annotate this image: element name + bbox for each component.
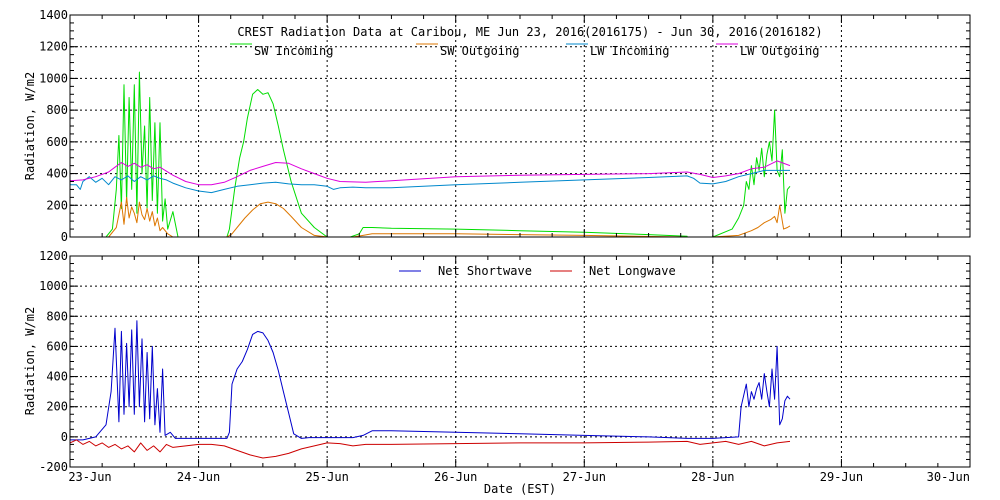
x-tick-label: 29-Jun bbox=[820, 470, 863, 484]
series-line-lw-outgoing bbox=[69, 160, 791, 186]
bottom-series-layer bbox=[69, 320, 791, 459]
bottom-ticks bbox=[69, 255, 971, 468]
y-tick-label: 400 bbox=[46, 167, 68, 181]
y-tick-label: 0 bbox=[61, 230, 68, 244]
legend-label-net-longwave: Net Longwave bbox=[589, 264, 676, 278]
top-y-tick-labels: 0 200 400 600 800 1000 1200 1400 bbox=[39, 8, 68, 244]
y-tick-label: 800 bbox=[46, 309, 68, 323]
y-tick-label: 0 bbox=[61, 430, 68, 444]
bottom-panel: -200 0 200 400 600 800 1000 1200 23-Jun 24-Jun 25… bbox=[23, 249, 971, 496]
y-tick-label: 1000 bbox=[39, 71, 68, 85]
y-tick-label: 800 bbox=[46, 103, 68, 117]
top-grid bbox=[70, 15, 970, 237]
x-tick-label: 26-Jun bbox=[434, 470, 477, 484]
x-tick-label: 23-Jun bbox=[68, 470, 111, 484]
series-line-lw-incoming bbox=[70, 169, 790, 194]
legend-label-sw-incoming: SW Incoming bbox=[254, 44, 333, 58]
y-tick-label: 600 bbox=[46, 135, 68, 149]
top-legend: SW Incoming SW Outgoing LW Incoming LW O… bbox=[230, 43, 819, 58]
legend-label-lw-incoming: LW Incoming bbox=[590, 44, 669, 58]
bottom-y-axis-label: Radiation, W/m2 bbox=[23, 307, 37, 415]
x-tick-label: 28-Jun bbox=[691, 470, 734, 484]
legend-label-lw-outgoing: LW Outgoing bbox=[740, 44, 819, 58]
legend-label-sw-outgoing: SW Outgoing bbox=[440, 44, 519, 58]
x-tick-label: 24-Jun bbox=[177, 470, 220, 484]
y-tick-label: 1200 bbox=[39, 40, 68, 54]
x-tick-label: 30-Jun bbox=[927, 470, 970, 484]
top-ticks bbox=[69, 14, 971, 238]
y-tick-label: 1000 bbox=[39, 279, 68, 293]
y-tick-label: 1400 bbox=[39, 8, 68, 22]
x-tick-labels: 23-Jun 24-Jun 25-Jun 26-Jun 27-Jun 28-Jun 29-J… bbox=[68, 470, 970, 484]
y-tick-label: 200 bbox=[46, 400, 68, 414]
y-tick-label: 600 bbox=[46, 339, 68, 353]
y-tick-label: 1200 bbox=[39, 249, 68, 263]
bottom-grid bbox=[70, 256, 970, 467]
chart-title: CREST Radiation Data at Caribou, ME Jun … bbox=[237, 25, 822, 39]
top-panel: 0 200 400 600 800 1000 1200 1400 CREST Radiatio… bbox=[23, 8, 971, 244]
bottom-legend: Net Shortwave Net Longwave bbox=[399, 264, 676, 278]
bottom-plot-frame bbox=[69, 255, 971, 468]
y-tick-label: -200 bbox=[39, 460, 68, 474]
series-line-sw-incoming bbox=[70, 71, 791, 238]
series-line-sw-outgoing bbox=[70, 196, 791, 238]
x-tick-label: 25-Jun bbox=[305, 470, 348, 484]
legend-label-net-shortwave: Net Shortwave bbox=[438, 264, 532, 278]
top-series-layer bbox=[69, 71, 791, 238]
bottom-y-tick-labels: -200 0 200 400 600 800 1000 1200 bbox=[39, 249, 68, 474]
x-axis-label: Date (EST) bbox=[484, 482, 556, 496]
y-tick-label: 400 bbox=[46, 370, 68, 384]
x-tick-label: 27-Jun bbox=[563, 470, 606, 484]
series-line-net-longwave bbox=[69, 439, 791, 459]
top-y-axis-label: Radiation, W/m2 bbox=[23, 72, 37, 180]
y-tick-label: 200 bbox=[46, 198, 68, 212]
series-line-net-shortwave bbox=[70, 320, 791, 441]
top-plot-frame bbox=[69, 14, 971, 238]
